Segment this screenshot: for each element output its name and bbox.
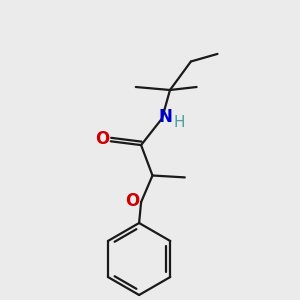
Text: O: O (96, 130, 110, 148)
Text: H: H (173, 115, 185, 130)
Text: O: O (125, 192, 139, 210)
Text: N: N (158, 109, 172, 127)
